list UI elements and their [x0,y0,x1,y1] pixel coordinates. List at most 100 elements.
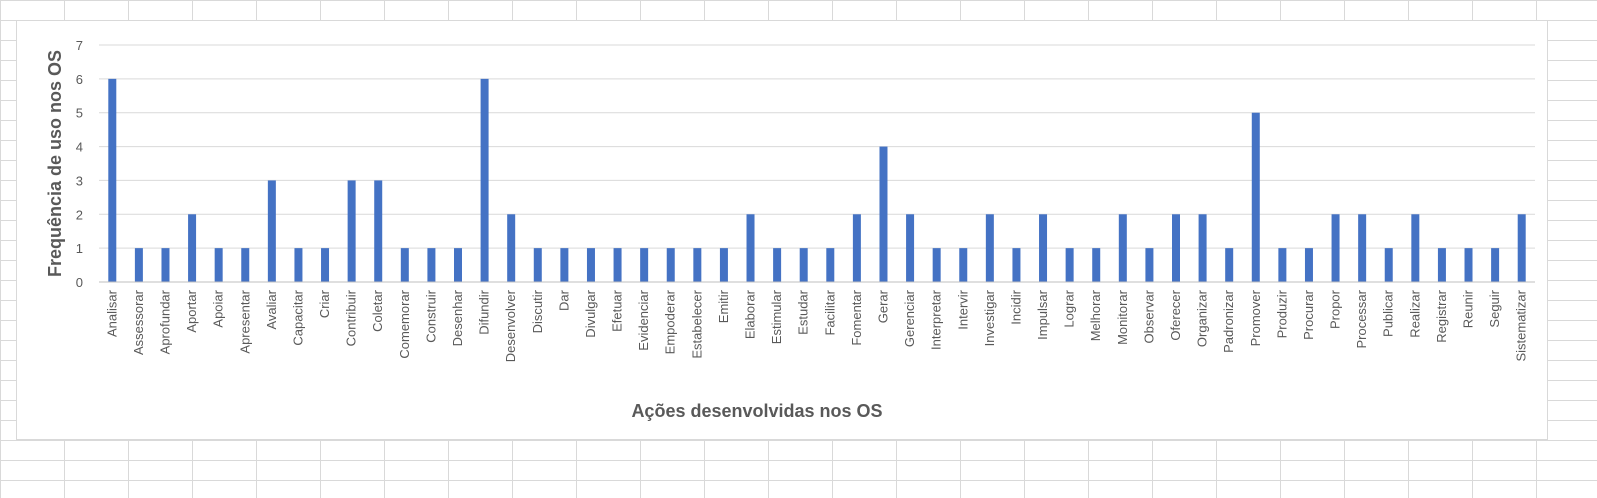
bar-investigar [985,214,994,282]
x-category-label: Oferecer [1168,289,1183,340]
bar-registrar [1437,248,1446,282]
x-category-label: Interpretar [929,289,944,350]
bar-publicar [1384,248,1393,282]
x-category-label: Assessorar [131,289,146,355]
bar-padronizar [1225,248,1234,282]
x-category-label: Processar [1354,289,1369,348]
x-category-label: Registrar [1434,289,1449,342]
bar-intervir [959,248,968,282]
x-category-label: Comemorar [397,289,412,358]
x-category-label: Facilitar [822,289,837,335]
bar-aprofundar [161,248,170,282]
bar-chart: 0 1 2 3 4 5 6 7 Analisar Assessorar Aprofundar Apo… [45,38,1535,421]
bar-criar [321,248,330,282]
bar-reunir [1464,248,1473,282]
bar-incidir [1012,248,1021,282]
bar-processar [1358,214,1367,282]
bar-avaliar [267,180,276,282]
x-category-label: Difundir [477,289,492,334]
bar-impulsar [1039,214,1048,282]
x-category-label: Contribuir [344,289,359,346]
x-axis-category-labels: Analisar Assessorar Aprofundar Aportar Apoia… [104,289,1528,362]
x-category-label: Propor [1328,289,1343,329]
bar-procurar [1304,248,1313,282]
x-category-label: Empoderar [663,289,678,354]
x-category-label: Gerenciar [902,289,917,347]
x-category-label: Lograr [1062,289,1077,327]
x-category-label: Estabelecer [689,289,704,358]
bar-observar [1145,248,1154,282]
y-tick-label: 0 [76,275,83,290]
bar-divulgar [586,248,595,282]
x-category-label: Intervir [955,289,970,329]
bar-organizar [1198,214,1207,282]
y-tick-label: 6 [76,72,83,87]
bar-capacitar [294,248,303,282]
bar-gerenciar [906,214,915,282]
x-category-label: Efetuar [610,289,625,332]
bar-monitorar [1118,214,1127,282]
x-category-label: Monitorar [1115,289,1130,345]
bar-seguir [1491,248,1500,282]
x-category-label: Sistematizar [1514,289,1529,361]
x-category-label: Melhorar [1088,289,1103,341]
x-category-label: Publicar [1381,289,1396,337]
x-category-label: Desenvolver [503,289,518,362]
y-tick-label: 3 [76,173,83,188]
y-tick-label: 5 [76,106,83,121]
x-category-label: Dar [556,289,571,311]
x-category-label: Seguir [1487,289,1502,327]
bar-desenhar [454,248,462,282]
bar-oferecer [1172,214,1180,282]
grid-lines [99,44,1535,249]
x-category-label: Incidir [1008,289,1023,324]
x-category-label: Emitir [716,289,731,323]
x-category-label: Elaborar [743,289,758,339]
bar-promover [1251,112,1260,282]
x-category-label: Analisar [104,289,119,337]
bar-estimular [773,248,782,282]
y-axis-ticks: 0 1 2 3 4 5 6 7 [76,38,83,290]
bar-assessorar [134,248,143,282]
bar-discutir [533,248,542,282]
bar-sistematizar [1517,214,1526,282]
bar-apresentar [241,248,250,282]
x-category-label: Investigar [982,289,997,346]
x-category-label: Capacitar [290,289,305,345]
bar-melhorar [1092,248,1101,282]
y-tick-label: 4 [76,140,83,155]
bar-desenvolver [507,214,516,282]
bar-gerar [879,146,888,282]
bar-aportar [188,214,197,282]
bar-efetuar [613,248,622,282]
chart-frame: 0 1 2 3 4 5 6 7 Analisar Assessorar Aprofundar Apo… [16,20,1548,440]
bar-fomentar [852,214,861,282]
x-category-label: Desenhar [450,289,465,346]
bar-dar [560,248,569,282]
x-category-label: Realizar [1407,289,1422,337]
x-category-label: Coletar [370,289,385,332]
bar-estudar [799,248,808,282]
y-tick-label: 7 [76,38,83,53]
x-category-label: Reunir [1461,289,1476,328]
x-category-label: Divulgar [583,289,598,337]
x-category-label: Produzir [1274,289,1289,338]
x-category-label: Apresentar [237,289,252,353]
x-category-label: Procurar [1301,289,1316,340]
bar-analisar [108,78,117,282]
bars [108,78,1526,282]
bar-elaborar [746,214,755,282]
bar-realizar [1411,214,1420,282]
bar-contribuir [347,180,356,282]
x-category-label: Aprofundar [157,289,172,354]
bar-comemorar [400,248,409,282]
bar-lograr [1065,248,1074,282]
x-category-label: Aportar [184,289,199,332]
bar-construir [427,248,436,282]
bar-facilitar [826,248,835,282]
bar-empoderar [666,248,675,282]
bar-coletar [374,180,383,282]
bar-propor [1331,214,1340,282]
x-category-label: Promover [1248,289,1263,346]
x-category-label: Fomentar [849,289,864,345]
